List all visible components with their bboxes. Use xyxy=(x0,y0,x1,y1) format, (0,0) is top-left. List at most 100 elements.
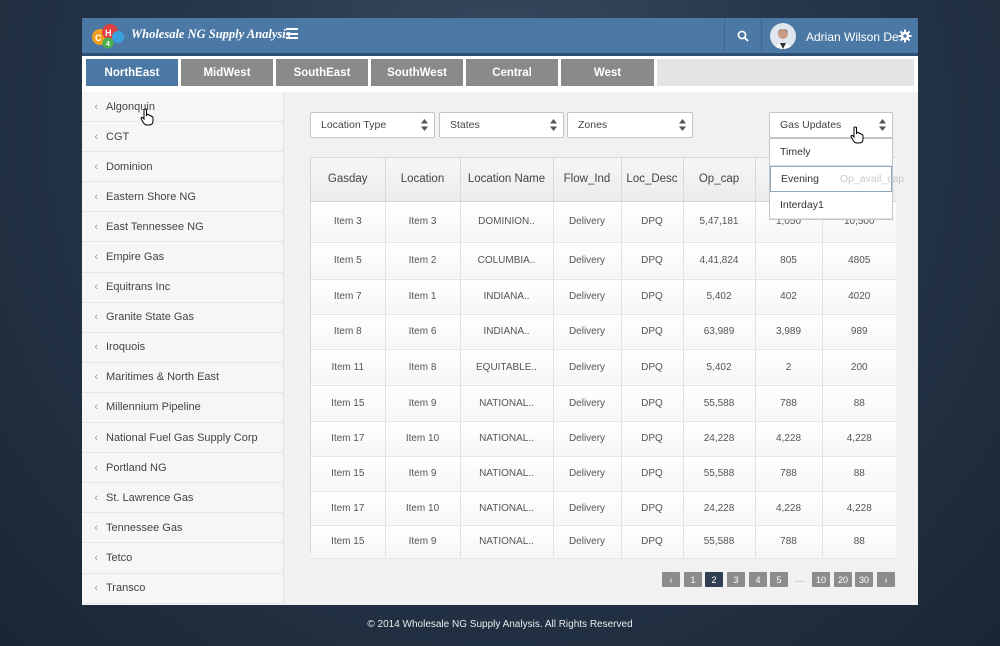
chevron-left-icon: ‹ xyxy=(94,100,98,113)
gear-icon[interactable] xyxy=(898,29,912,43)
table-cell: Delivery xyxy=(553,456,622,492)
sidebar-item-algonquin[interactable]: ‹ Algonquin xyxy=(82,92,283,126)
user-name[interactable]: Adrian Wilson De xyxy=(806,30,899,44)
column-header-flow-ind[interactable]: Flow_Ind xyxy=(553,158,622,202)
sidebar-item-portland-ng[interactable]: ‹ Portland NG xyxy=(82,453,283,484)
table-row[interactable]: Item 8 Item 6 INDIANA.. Delivery DPQ 63,989 3,… xyxy=(311,314,896,350)
column-header-loc-desc[interactable]: Loc_Desc xyxy=(621,158,684,202)
table-row[interactable]: Item 17 Item 10 NATIONAL.. Delivery DPQ 24,22… xyxy=(311,491,896,526)
table-cell: DPQ xyxy=(621,279,684,315)
chevron-left-icon: ‹ xyxy=(94,431,98,444)
sidebar-item-tennessee-gas[interactable]: ‹ Tennessee Gas xyxy=(82,513,283,544)
sort-arrows-icon xyxy=(421,119,428,131)
table-cell: DOMINION.. xyxy=(460,201,554,243)
table-row[interactable]: Item 11 Item 8 EQUITABLE.. Delivery DPQ 5,402… xyxy=(311,349,896,386)
sidebar-item-cgt[interactable]: ‹ CGT xyxy=(82,122,283,153)
tab-northeast[interactable]: NorthEast xyxy=(86,59,178,86)
sidebar-item-granite-state-gas[interactable]: ‹ Granite State Gas xyxy=(82,303,283,333)
sidebar-item-label: Portland NG xyxy=(106,461,167,474)
page-button-1[interactable]: 1 xyxy=(684,572,702,587)
table-cell: DPQ xyxy=(621,201,684,243)
zones-select[interactable]: Zones xyxy=(567,112,693,138)
page-button-5[interactable]: 5 xyxy=(770,572,788,587)
table-cell: Item 15 xyxy=(311,525,386,559)
table-cell: 4,228 xyxy=(822,491,896,526)
chevron-left-icon: ‹ xyxy=(94,461,98,474)
sidebar-item-label: CGT xyxy=(106,130,130,143)
column-header-op-cap[interactable]: Op_cap xyxy=(683,158,756,202)
sidebar-item-empire-gas[interactable]: ‹ Empire Gas xyxy=(82,242,283,273)
table-cell: DPQ xyxy=(621,385,684,422)
hamburger-menu-icon[interactable] xyxy=(286,28,298,42)
search-button[interactable] xyxy=(724,18,762,53)
app-window: C H 4 Wholesale NG Supply Analysis Adria… xyxy=(82,18,918,605)
sidebar-item-national-fuel-gas[interactable]: ‹ National Fuel Gas Supply Corp xyxy=(82,423,283,454)
table-cell: DPQ xyxy=(621,421,684,457)
table-row[interactable]: Item 17 Item 10 NATIONAL.. Delivery DPQ 24,22… xyxy=(311,421,896,457)
page-button-10[interactable]: 10 xyxy=(812,572,830,587)
ch4-logo-icon: C H 4 xyxy=(92,24,124,49)
sidebar-item-label: Millennium Pipeline xyxy=(106,401,201,414)
dropdown-option-interday1[interactable]: Interday1 xyxy=(770,192,892,219)
table-cell: Item 17 xyxy=(311,491,386,526)
table-cell: 4,228 xyxy=(822,421,896,457)
table-cell: 4,228 xyxy=(755,491,823,526)
table-cell: Delivery xyxy=(553,242,622,280)
sidebar-item-millennium-pipeline[interactable]: ‹ Millennium Pipeline xyxy=(82,393,283,424)
chevron-left-icon: ‹ xyxy=(94,371,98,384)
table-row[interactable]: Item 15 Item 9 NATIONAL.. Delivery DPQ 55,588… xyxy=(311,525,896,559)
page-button-3[interactable]: 3 xyxy=(727,572,745,587)
user-avatar[interactable] xyxy=(770,23,796,49)
states-select[interactable]: States xyxy=(439,112,564,138)
table-cell: 2 xyxy=(755,349,823,386)
dropdown-option-evening[interactable]: Evening Op_avail_cap xyxy=(770,165,904,192)
table-cell: NATIONAL.. xyxy=(460,385,554,422)
table-row[interactable]: Item 5 Item 2 COLUMBIA.. Delivery DPQ 4,41,82… xyxy=(311,242,896,280)
sidebar-item-equitrans-inc[interactable]: ‹ Equitrans Inc xyxy=(82,273,283,303)
sort-arrows-icon xyxy=(679,119,686,131)
dropdown-option-timely[interactable]: Timely xyxy=(770,139,892,166)
tab-west[interactable]: West xyxy=(561,59,654,86)
next-page-button[interactable]: › xyxy=(877,572,895,587)
sidebar-item-iroquois[interactable]: ‹ Iroquois xyxy=(82,333,283,363)
sidebar-item-maritimes-north-east[interactable]: ‹ Maritimes & North East xyxy=(82,363,283,393)
page-button-30[interactable]: 30 xyxy=(855,572,873,587)
table-row[interactable]: Item 15 Item 9 NATIONAL.. Delivery DPQ 55,588… xyxy=(311,385,896,422)
column-header-location-name[interactable]: Location Name xyxy=(460,158,554,202)
table-row[interactable]: Item 15 Item 9 NATIONAL.. Delivery DPQ 55,588… xyxy=(311,456,896,492)
tab-southeast[interactable]: SouthEast xyxy=(276,59,368,86)
table-row[interactable]: Item 7 Item 1 INDIANA.. Delivery DPQ 5,402 402… xyxy=(311,279,896,315)
page-button-4[interactable]: 4 xyxy=(749,572,767,587)
hidden-column-label: Op_avail_cap xyxy=(839,172,905,185)
table-cell: NATIONAL.. xyxy=(460,525,554,559)
table-cell: DPQ xyxy=(621,242,684,280)
table-cell: Item 9 xyxy=(385,456,461,492)
location-type-select[interactable]: Location Type xyxy=(310,112,435,138)
table-cell: 55,588 xyxy=(683,385,756,422)
table-cell: 4,41,824 xyxy=(683,242,756,280)
sidebar-item-eastern-shore-ng[interactable]: ‹ Eastern Shore NG xyxy=(82,182,283,213)
tab-central[interactable]: Central xyxy=(466,59,558,86)
prev-page-button[interactable]: ‹ xyxy=(662,572,680,587)
sidebar-item-label: National Fuel Gas Supply Corp xyxy=(106,431,258,444)
sort-arrows-icon xyxy=(550,119,557,131)
sidebar-item-dominion[interactable]: ‹ Dominion xyxy=(82,152,283,183)
table-cell: Delivery xyxy=(553,385,622,422)
sidebar-item-tetco[interactable]: ‹ Tetco xyxy=(82,543,283,574)
tab-southwest[interactable]: SouthWest xyxy=(371,59,463,86)
sidebar-item-transco[interactable]: ‹ Transco xyxy=(82,574,283,604)
page-button-2[interactable]: 2 xyxy=(705,572,723,587)
zones-select-label: Zones xyxy=(578,119,608,131)
tab-midwest[interactable]: MidWest xyxy=(181,59,273,86)
column-header-gasday[interactable]: Gasday xyxy=(311,158,386,202)
table-cell: 788 xyxy=(755,385,823,422)
gas-updates-select[interactable]: Gas Updates xyxy=(769,112,893,138)
table-cell: INDIANA.. xyxy=(460,279,554,315)
column-header-location[interactable]: Location xyxy=(385,158,461,202)
table-cell: Delivery xyxy=(553,349,622,386)
page-button-20[interactable]: 20 xyxy=(834,572,852,587)
supply-table: Gasday Location Location Name Flow_Ind L… xyxy=(310,157,896,559)
table-cell: Item 11 xyxy=(311,349,386,386)
sidebar-item-st-lawrence-gas[interactable]: ‹ St. Lawrence Gas xyxy=(82,483,283,514)
sidebar-item-east-tennessee-ng[interactable]: ‹ East Tennessee NG xyxy=(82,212,283,243)
